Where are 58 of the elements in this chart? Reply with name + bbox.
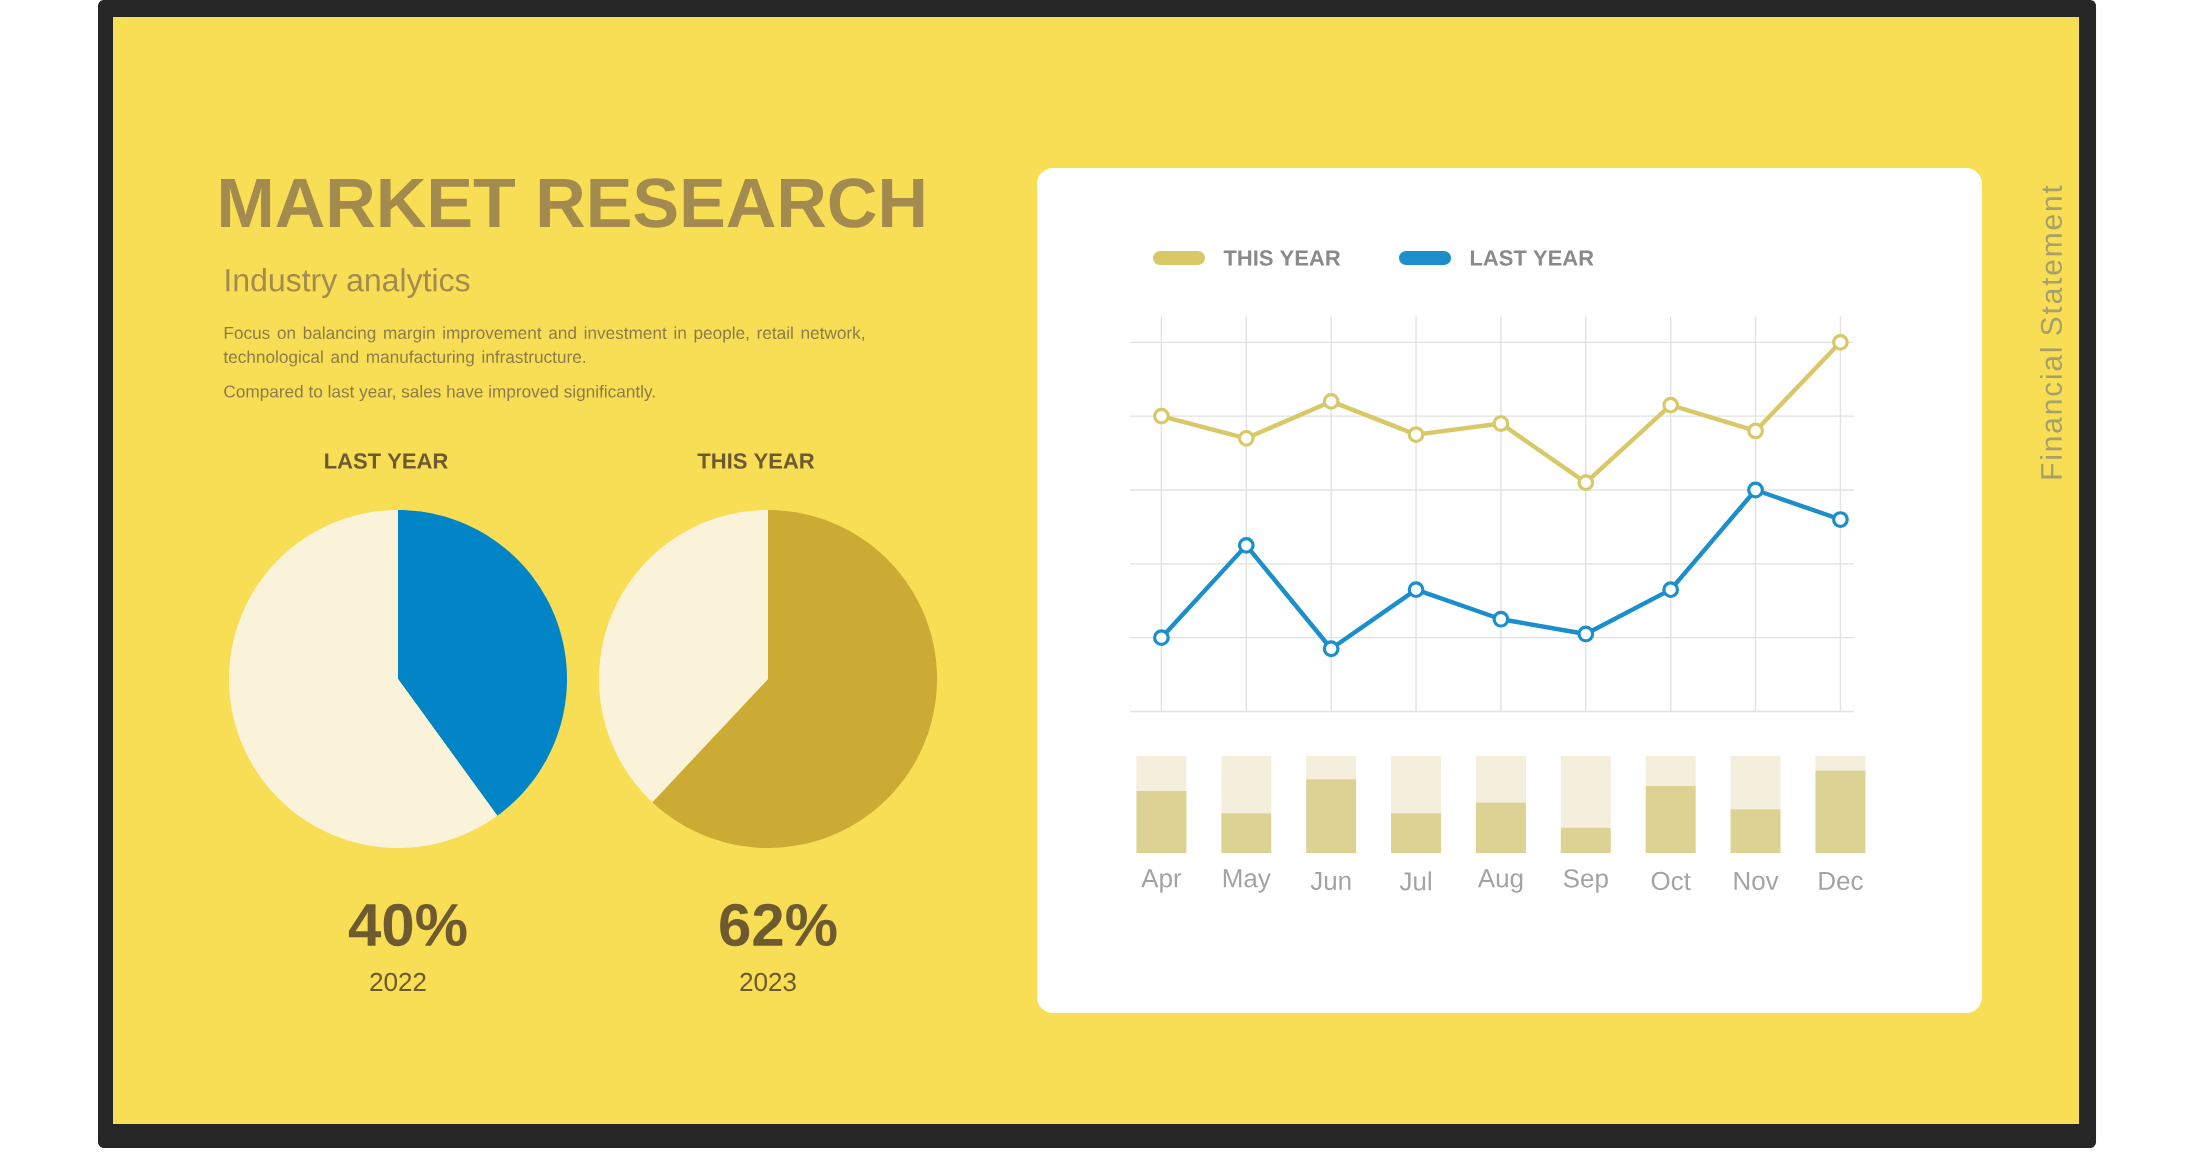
point	[1153, 629, 1170, 647]
point	[1747, 481, 1764, 499]
x-tick-label: Jul	[1399, 871, 1431, 891]
point	[1577, 474, 1595, 492]
bar	[1645, 755, 1696, 787]
point	[1492, 610, 1510, 628]
text: 2022	[370, 972, 426, 992]
bar	[1306, 755, 1357, 780]
legend-label: THIS YEAR	[1223, 250, 1341, 266]
point	[1153, 407, 1170, 425]
bar	[1730, 755, 1781, 810]
text: 2023	[740, 972, 796, 992]
bar	[1560, 755, 1611, 828]
x-tick-label: May	[1223, 869, 1271, 893]
bar	[1815, 755, 1866, 771]
x-tick-label: Jun	[1310, 871, 1351, 891]
point	[1322, 393, 1340, 410]
x-tick-label: Nov	[1734, 871, 1779, 891]
bar	[1645, 786, 1696, 853]
x-tick-label: Dec	[1819, 871, 1863, 891]
bar	[1475, 802, 1526, 853]
bar	[1475, 755, 1526, 803]
point	[1322, 640, 1340, 658]
point	[1492, 415, 1510, 432]
text: Focus on balancing margin improvement and investment in people, retail network, technological and manufacturing infrastructure.	[223, 326, 864, 367]
point	[1237, 536, 1255, 554]
bar	[1136, 755, 1187, 791]
text: 62%	[720, 903, 837, 947]
point	[1237, 429, 1255, 447]
point	[1662, 581, 1680, 599]
point	[1832, 511, 1849, 528]
point	[1577, 625, 1595, 643]
x-tick-label: Sep	[1563, 869, 1608, 893]
text: 40%	[348, 903, 467, 947]
bar	[1136, 790, 1187, 853]
text: MARKET RESEARCH	[221, 178, 924, 228]
text: Industry analytics	[226, 268, 470, 298]
point	[1407, 581, 1425, 599]
chart-title: LAST YEAR	[325, 453, 448, 469]
bar	[1221, 813, 1272, 853]
point	[1832, 333, 1849, 351]
bar	[1306, 779, 1357, 853]
x-tick-label: Aug	[1477, 869, 1523, 893]
bar	[1391, 813, 1442, 853]
bar	[1815, 770, 1866, 853]
point	[1407, 426, 1425, 444]
point	[1662, 396, 1680, 414]
text: Financial Statement	[2040, 185, 2063, 479]
bar	[1221, 755, 1272, 814]
point	[1747, 422, 1764, 440]
x-tick-label: Apr	[1141, 869, 1182, 893]
bar	[1560, 827, 1611, 853]
chart-title: THIS YEAR	[697, 453, 815, 469]
legend-label: LAST YEAR	[1470, 250, 1594, 266]
bar	[1730, 809, 1781, 853]
text: Compared to last year, sales have improved significantly.	[224, 384, 655, 402]
x-tick-label: Oct	[1651, 871, 1691, 891]
bar	[1391, 755, 1442, 814]
